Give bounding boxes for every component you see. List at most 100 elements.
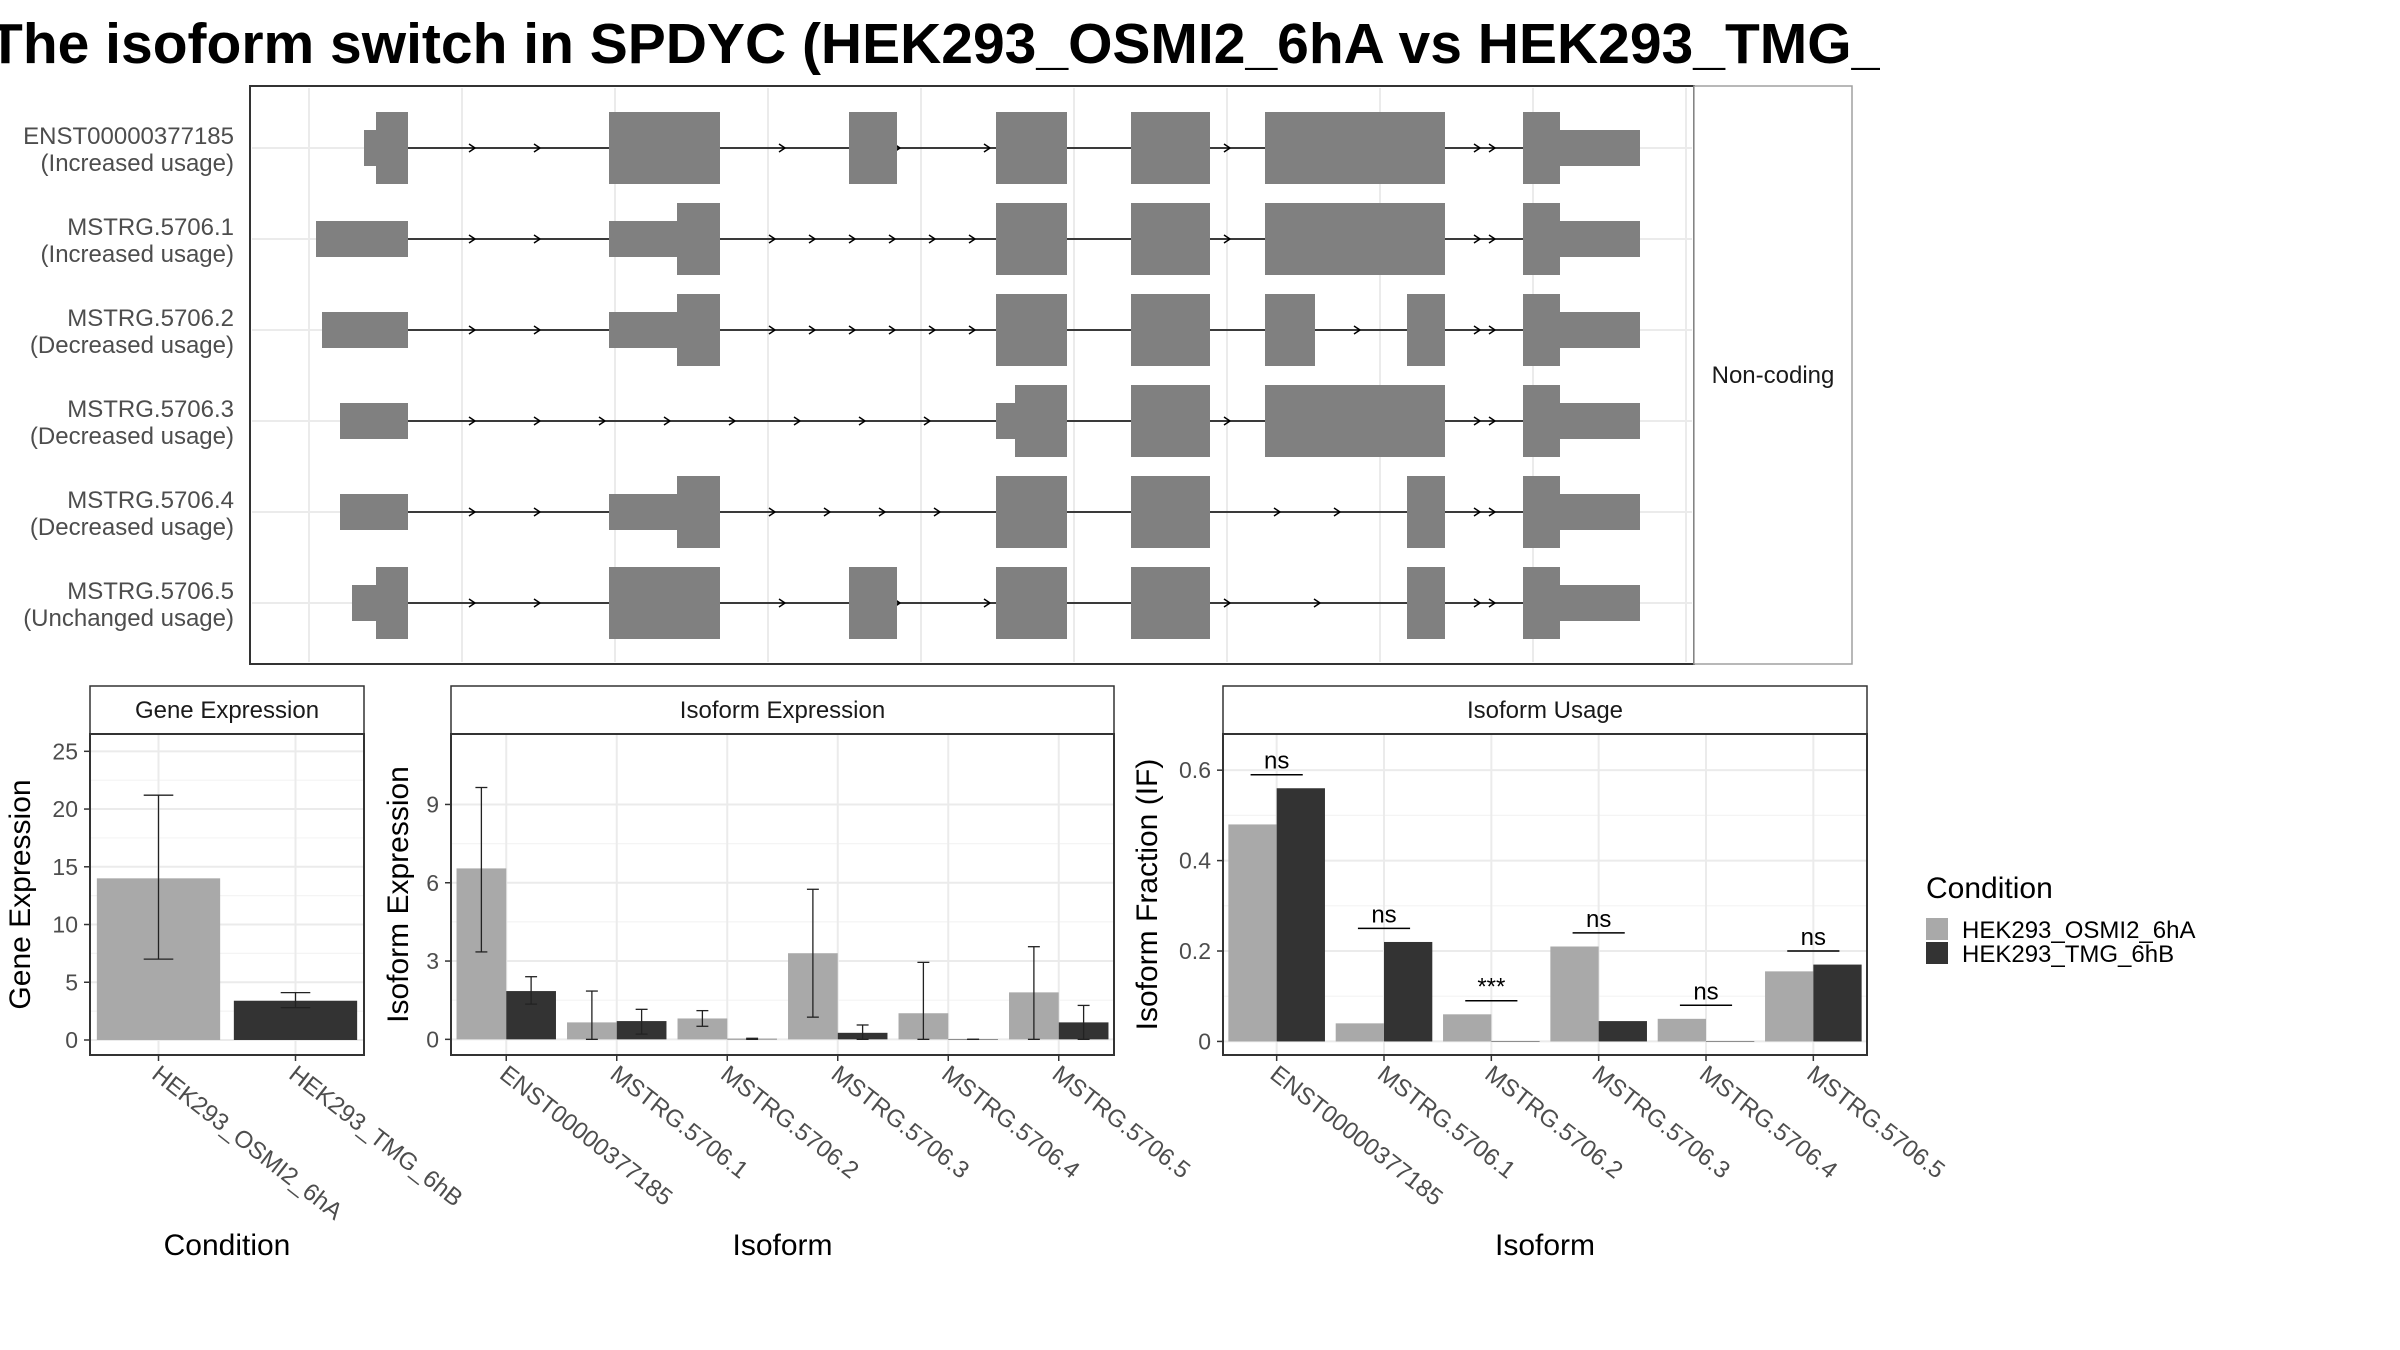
structure-tracks — [316, 112, 1640, 639]
isoform-label-name: MSTRG.5706.2 — [67, 305, 234, 332]
x-axis-title: Condition — [164, 1229, 291, 1262]
direction-arrow — [1223, 143, 1232, 153]
exon — [609, 567, 720, 639]
direction-arrow — [468, 598, 477, 608]
panel-title: Isoform Usage — [1467, 697, 1623, 724]
direction-arrow — [1473, 598, 1482, 608]
isoform-label-usage: (Increased usage) — [41, 150, 234, 177]
legend-swatch-a — [1926, 918, 1948, 940]
error-bar — [1077, 1004, 1090, 1040]
exon — [1131, 294, 1210, 366]
direction-arrow — [1473, 234, 1482, 244]
direction-arrow — [848, 325, 857, 335]
significance-label: ns — [1801, 924, 1826, 951]
isoform-label-name: MSTRG.5706.4 — [67, 487, 234, 514]
direction-arrow — [888, 325, 897, 335]
direction-arrow — [823, 507, 832, 517]
exon — [1265, 294, 1315, 366]
exon — [364, 130, 376, 166]
exon — [1131, 112, 1210, 184]
exon — [1560, 494, 1640, 530]
isoform-expression-panel: Isoform Expression0369ENST00000377185MST… — [382, 685, 1195, 1262]
isoform-label-usage: (Decreased usage) — [30, 423, 234, 450]
direction-arrow — [778, 598, 787, 608]
legend-label-b: HEK293_TMG_6hB — [1962, 941, 2174, 968]
bar — [1228, 824, 1277, 1042]
direction-arrow — [768, 507, 777, 517]
direction-arrow — [468, 143, 477, 153]
direction-arrow — [878, 507, 887, 517]
isoform-label-usage: (Increased usage) — [41, 241, 234, 268]
direction-arrow — [778, 143, 787, 153]
error-bar — [696, 1009, 709, 1027]
direction-arrow — [533, 416, 542, 426]
legend-title: Condition — [1926, 872, 2053, 905]
error-bar — [856, 1024, 869, 1040]
significance-label: *** — [1477, 974, 1505, 1001]
x-axis-title: Isoform — [1495, 1229, 1595, 1262]
exon — [609, 312, 677, 348]
exon — [1523, 385, 1560, 457]
y-tick-label: 0.4 — [1179, 848, 1211, 874]
direction-arrow — [1488, 416, 1497, 426]
exon — [1523, 294, 1560, 366]
exon — [677, 294, 720, 366]
error-bar — [280, 991, 311, 1009]
direction-arrow — [663, 416, 672, 426]
isoform-track — [340, 476, 1640, 548]
direction-arrow — [933, 507, 942, 517]
direction-arrow — [468, 325, 477, 335]
x-tick-label: ENST00000377185 — [1265, 1060, 1448, 1211]
exon — [1407, 567, 1445, 639]
bar — [1384, 941, 1433, 1042]
bar — [1657, 1018, 1706, 1042]
exon — [996, 403, 1015, 439]
legend: Condition HEK293_OSMI2_6hA HEK293_TMG_6h… — [1926, 872, 2195, 968]
isoform-label-usage: (Unchanged usage) — [23, 605, 234, 632]
significance-label: ns — [1264, 748, 1289, 775]
bar — [1598, 1021, 1647, 1042]
isoform-structure-panel: Non-coding ENST00000377185(Increased usa… — [23, 85, 1853, 665]
exon — [849, 112, 897, 184]
isoform-label-name: MSTRG.5706.5 — [67, 578, 234, 605]
error-bar — [525, 976, 538, 1005]
y-axis-title: Isoform Expression — [382, 766, 415, 1023]
exon — [1560, 312, 1640, 348]
isoform-track — [340, 385, 1640, 457]
direction-arrow — [1353, 325, 1362, 335]
direction-arrow — [768, 234, 777, 244]
structure-strip — [1693, 85, 1853, 665]
y-tick-label: 9 — [426, 791, 439, 817]
direction-arrow — [1333, 507, 1342, 517]
y-tick-label: 15 — [52, 854, 78, 880]
plot-border — [450, 733, 1115, 1056]
bar — [1550, 946, 1599, 1042]
exon — [316, 221, 408, 257]
direction-arrow — [1488, 234, 1497, 244]
exon — [1265, 112, 1445, 184]
isoform-track — [364, 112, 1640, 184]
isoform-track — [352, 567, 1640, 639]
bar — [1813, 964, 1862, 1042]
direction-arrow — [1223, 416, 1232, 426]
bar — [677, 1018, 728, 1040]
panel-strip — [1222, 685, 1868, 735]
exon — [340, 403, 408, 439]
isoform-track — [322, 294, 1640, 366]
plot-border — [1222, 733, 1868, 1056]
direction-arrow — [923, 416, 932, 426]
significance-label: ns — [1371, 901, 1396, 928]
legend-label-a: HEK293_OSMI2_6hA — [1962, 917, 2195, 944]
direction-arrow — [808, 325, 817, 335]
exon — [1523, 112, 1560, 184]
error-bar — [475, 786, 488, 953]
exon — [1523, 203, 1560, 275]
y-tick-label: 6 — [426, 870, 439, 896]
exon — [1131, 567, 1210, 639]
structure-labels: ENST00000377185(Increased usage)MSTRG.57… — [23, 123, 234, 632]
y-tick-label: 5 — [65, 969, 78, 995]
plot-background — [1223, 734, 1867, 1055]
error-bar — [746, 1037, 759, 1040]
direction-arrow — [1273, 507, 1282, 517]
exon — [1265, 385, 1445, 457]
